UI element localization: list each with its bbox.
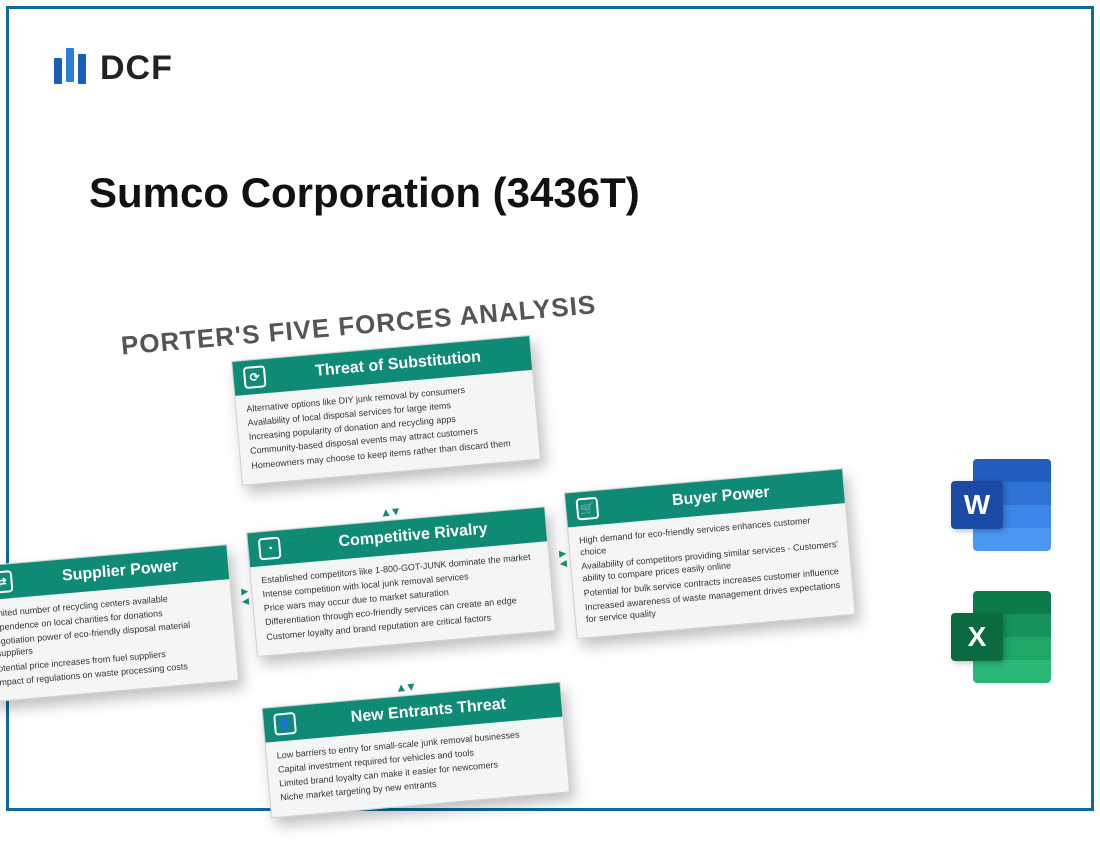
brand-text: DCF [100,49,173,88]
arrow-icon: ▲▼ [556,547,572,568]
logo-bars-icon [54,44,90,92]
card-body: High demand for eco-friendly services en… [568,503,855,638]
excel-badge: X [951,613,1003,661]
word-badge: W [951,481,1003,529]
word-icon[interactable]: W [951,459,1051,551]
card-rivalry: ◔ Competitive Rivalry Established compet… [246,506,556,656]
arrow-icon: ▲▼ [238,585,254,606]
link-icon: ⇄ [0,570,13,594]
card-substitution: ⟳ Threat of Substitution Alternative opt… [231,335,541,485]
export-icons: W X [951,459,1051,683]
arrow-icon: ▲▼ [395,679,416,695]
page-title: Sumco Corporation (3436T) [89,169,640,217]
card-entrants: 👤 New Entrants Threat Low barriers to en… [262,682,570,818]
person-icon: 👤 [273,712,297,736]
excel-icon[interactable]: X [951,591,1051,683]
frame: DCF Sumco Corporation (3436T) PORTER'S F… [6,6,1094,811]
refresh-icon: ⟳ [243,365,267,389]
porters-diagram: PORTER'S FIVE FORCES ANALYSIS ⟳ Threat o… [0,276,789,842]
card-supplier: ⇄ Supplier Power imited number of recycl… [0,544,239,702]
card-buyer: 🛒 Buyer Power High demand for eco-friend… [564,468,856,639]
cart-icon: 🛒 [575,497,599,521]
card-body: imited number of recycling centers avail… [0,579,238,701]
brand-logo: DCF [54,44,173,92]
arrow-icon: ▲▼ [379,504,400,520]
pie-icon: ◔ [258,537,282,561]
